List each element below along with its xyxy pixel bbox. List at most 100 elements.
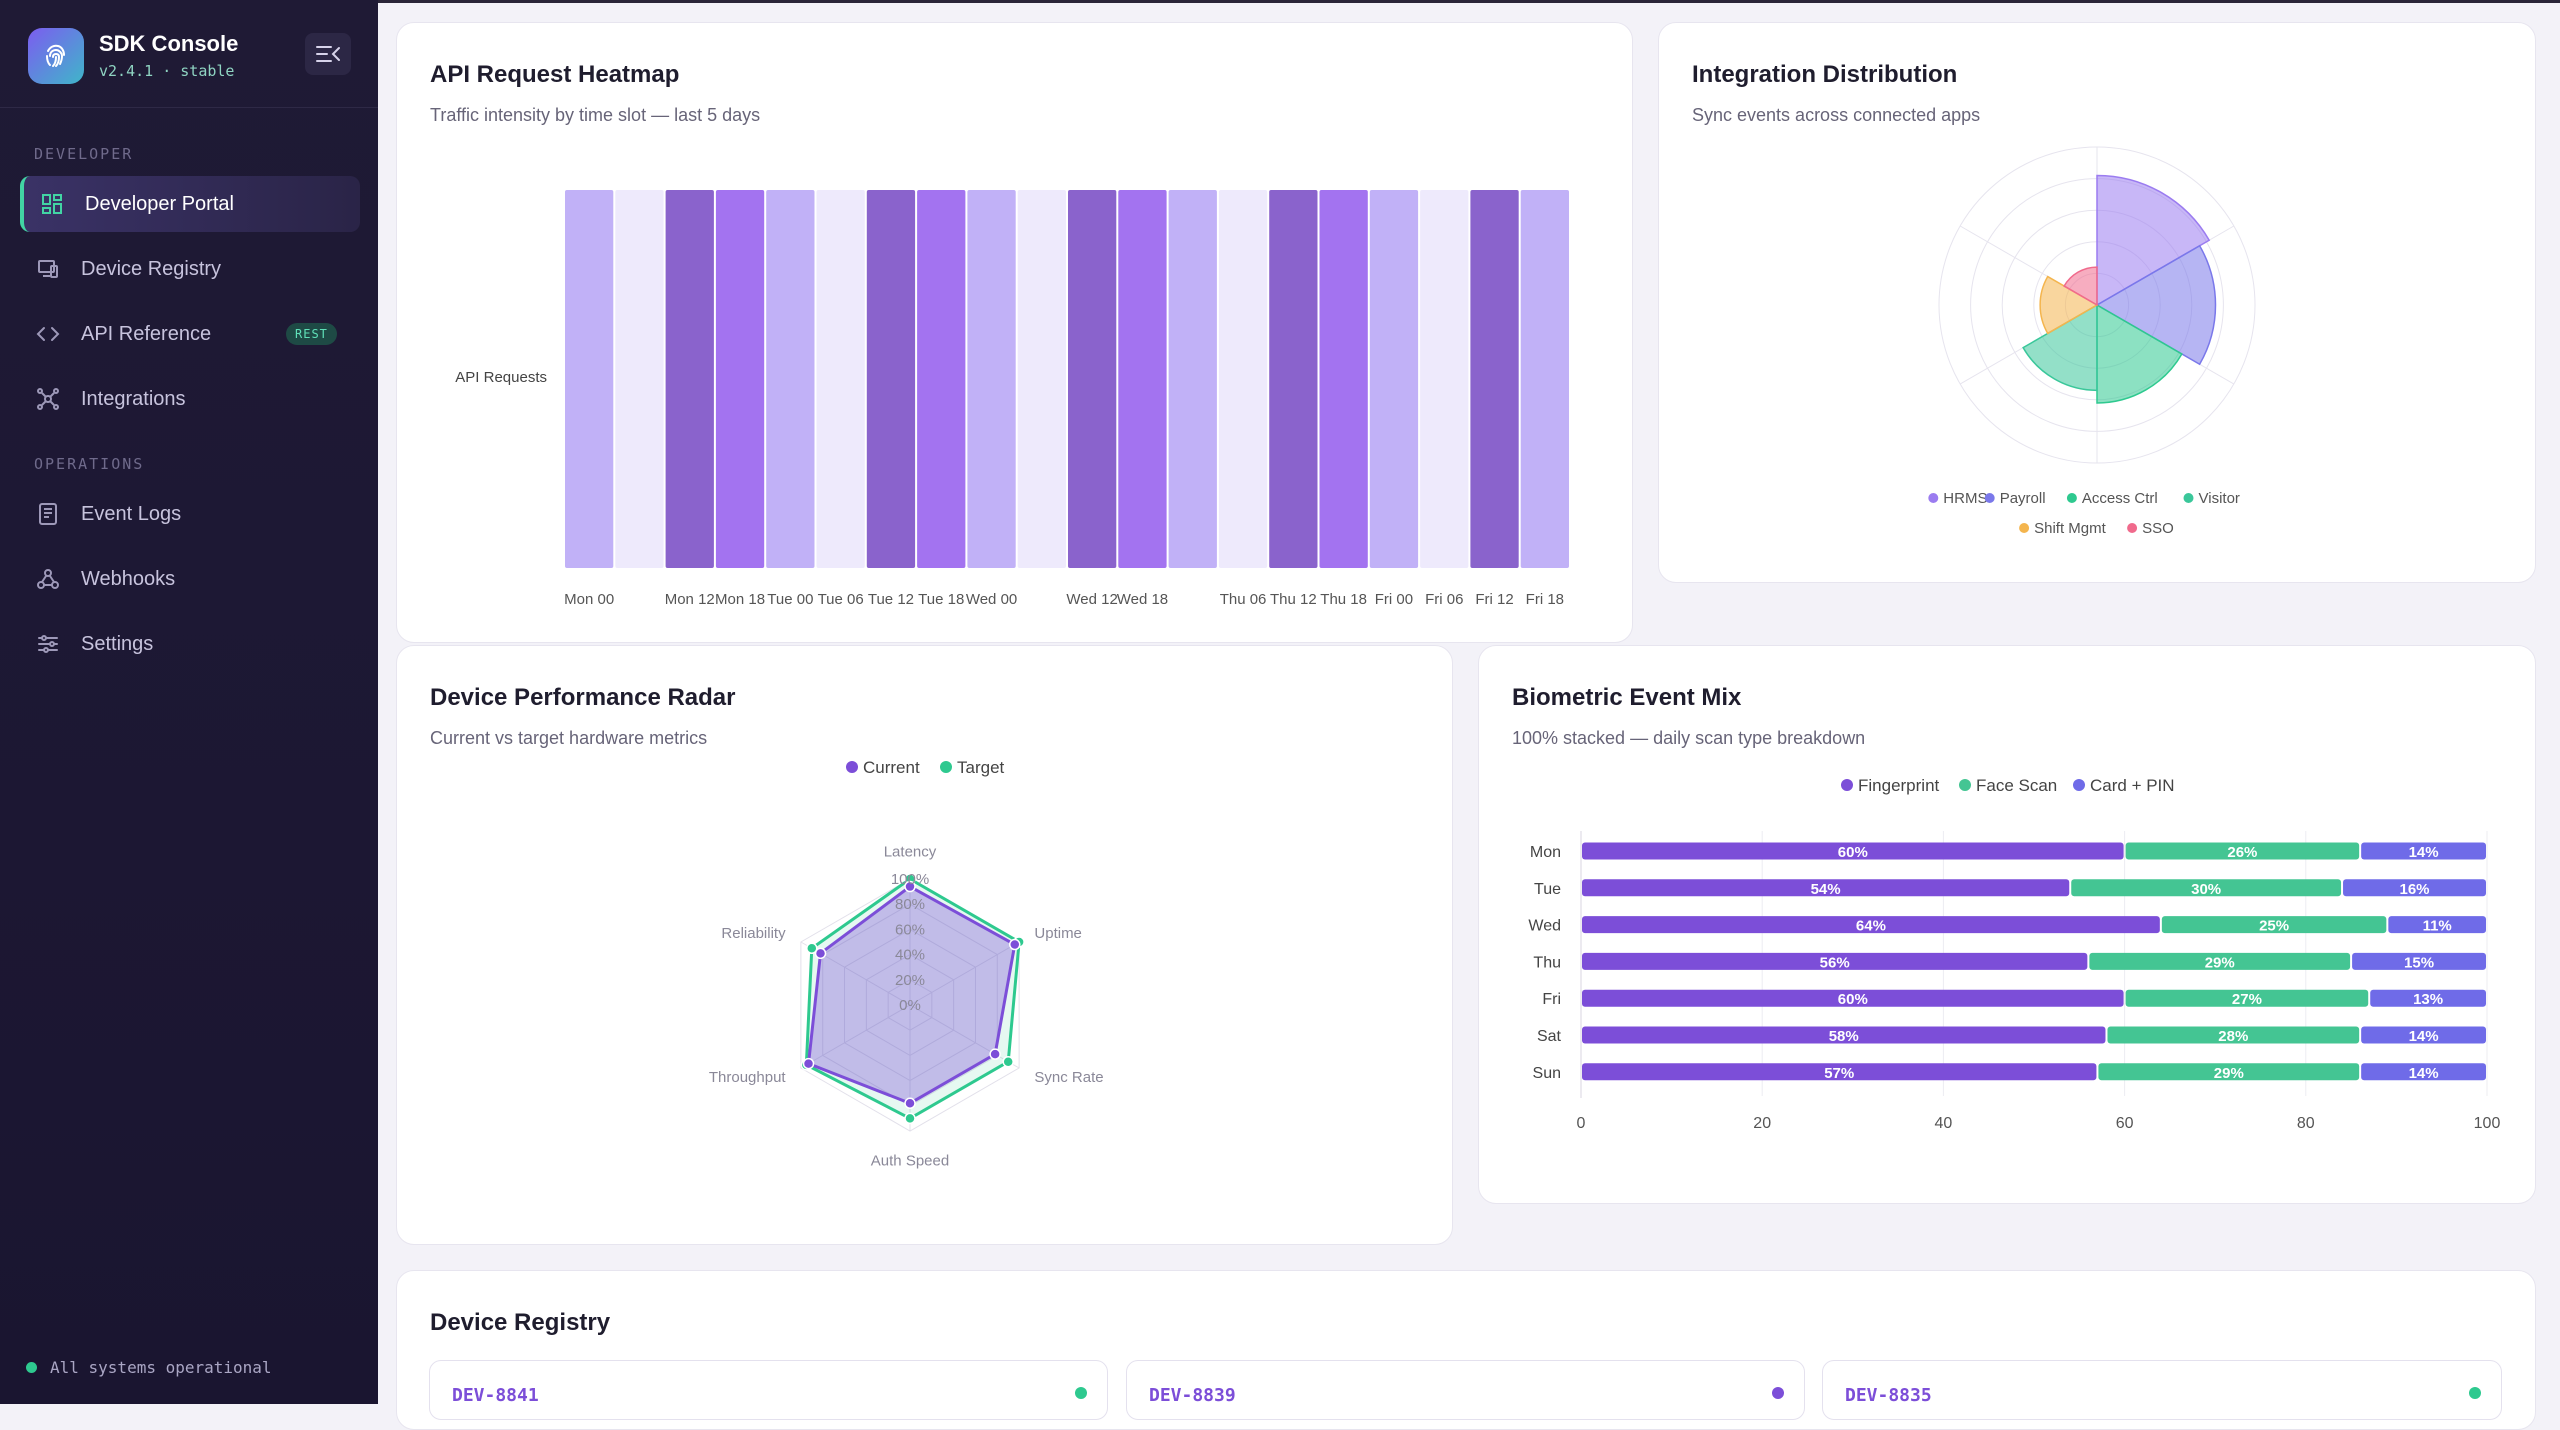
heatmap-title: API Request Heatmap [430,61,680,88]
radar-tick-label: 0% [899,997,921,1014]
bio-data-label: 60% [1838,844,1868,861]
legend-label: SSO [2142,520,2174,537]
sidebar-item-device-registry[interactable]: Device Registry [20,241,360,297]
legend-swatch [1928,493,1939,503]
polar-segment [2063,266,2098,307]
legend-label: Fingerprint [1858,776,1940,795]
heatmap-x-tick-label: Thu 18 [1320,591,1367,608]
bio-data-label: 16% [2400,881,2430,898]
radar-tick-label: 60% [895,921,925,938]
radar-axis-label: Uptime [1034,925,1082,942]
heatmap-x-tick-label: Tue 00 [767,591,813,608]
bio-x-tick-label: 20 [1753,1115,1771,1132]
legend-swatch [1959,779,1971,791]
bio-bar-segment [1582,879,2070,897]
polar-segment [2096,174,2211,307]
heatmap-x-tick-label: Wed 00 [966,591,1017,608]
legend-swatch [2127,523,2138,533]
integration-polar-chart: HRMS Payroll Access Ctrl Visitor Shift Mgmt S… [1928,146,2256,537]
devices-icon [38,260,58,278]
legend-swatch [1841,779,1853,791]
bio-bar-segment [2107,1026,2360,1044]
sidebar-item-label: Developer Portal [85,193,234,215]
sidebar-item-label: Integrations [81,388,186,410]
sidebar-item-integrations[interactable]: Integrations [20,371,360,427]
heatmap-x-tick-label: Thu 12 [1270,591,1317,608]
webhook-icon [37,569,59,589]
heatmap-cell [1218,190,1268,568]
heatmap-x-tick-label: Mon 00 [564,591,614,608]
sidebar-item-settings[interactable]: Settings [20,616,360,672]
heatmap-x-tick-label: Fri 00 [1375,591,1413,608]
bio-bar-segment [2361,1063,2486,1081]
bio-data-label: 30% [2191,881,2221,898]
sidebar-item-label: Settings [81,633,154,655]
radar-point [814,947,827,960]
device-card[interactable]: DEV-8835 [1822,1360,2502,1420]
bio-data-label: 14% [2409,844,2439,861]
section-label-developer: DEVELOPER [34,145,134,163]
bio-x-tick-label: 100 [2474,1115,2501,1132]
sidebar-item-api-reference[interactable]: API Reference REST [20,306,360,362]
bio-bar-segment [1582,842,2124,860]
bio-data-label: 28% [2218,1028,2248,1045]
sidebar-item-developer-portal[interactable]: Developer Portal [20,176,360,232]
heatmap-subtitle: Traffic intensity by time slot — last 5 … [430,105,761,125]
legend-label: Face Scan [1976,776,2057,795]
bio-data-label: 11% [2423,918,2452,935]
legend-label: Visitor [2199,490,2240,507]
sidebar-item-webhooks[interactable]: Webhooks [20,551,360,607]
heatmap-x-tick-label: Thu 06 [1220,591,1267,608]
sidebar: SDK Console v2.4.1 · stable DEVELOPER De… [0,0,378,1404]
heatmap-x-tick-label: Tue 18 [918,591,964,608]
heatmap-x-tick-label: Mon 12 [665,591,715,608]
heatmap-x-tick-label: Fri 18 [1526,591,1564,608]
bio-data-label: 27% [2232,991,2262,1008]
sidebar-item-label: API Reference [81,323,212,345]
collapse-menu-icon [316,46,340,62]
device-id: DEV-8839 [1149,1385,1236,1406]
collapse-sidebar-button[interactable] [305,33,351,75]
integration-card: Integration Distribution Sync events acr… [1658,22,2536,583]
bio-data-label: 54% [1811,881,1841,898]
bio-bar-segment [1582,952,2088,970]
heatmap-cell [1017,190,1066,568]
legend-label: Target [957,758,1005,777]
polar-segment [2095,244,2217,366]
heatmap-chart: API Requests Mon 00 Mon 12 Mon 18 Tue 00 Tue … [455,190,1569,608]
legend-label: Shift Mgmt [2034,520,2107,537]
heatmap-cell [615,190,664,568]
heatmap-row-label: API Requests [455,369,547,386]
brand-name: SDK Console [99,31,239,56]
bio-data-label: 14% [2409,1028,2439,1045]
bio-bar-segment [1582,1063,2097,1081]
bio-x-tick-label: 40 [1935,1115,1953,1132]
bio-bar-segment [2161,916,2387,934]
bio-bar-segment [2361,842,2486,860]
registry-title: Device Registry [430,1309,611,1336]
heatmap-card: API Request Heatmap Traffic intensity by… [396,22,1633,643]
sidebar-item-event-logs[interactable]: Event Logs [20,486,360,542]
heatmap-cell [917,190,966,568]
radar-axis-label: Reliability [721,925,786,942]
bio-bar-segment [2361,1026,2486,1044]
legend-label: Current [863,758,920,777]
bio-bar-segment [2071,879,2342,897]
bio-y-tick-label: Tue [1534,881,1561,898]
device-id: DEV-8841 [452,1385,539,1406]
bio-data-label: 14% [2409,1065,2439,1082]
bio-data-label: 64% [1856,918,1886,935]
heatmap-cell [816,190,865,568]
heatmap-cell [1319,190,1368,568]
radar-point [802,1057,815,1070]
radar-tick-label: 100% [891,871,929,888]
integration-title: Integration Distribution [1692,61,1958,88]
device-card[interactable]: DEV-8839 [1126,1360,1805,1420]
heatmap-cell [1520,190,1569,568]
heatmap-x-tick-label: Fri 12 [1475,591,1513,608]
polar-segment [2022,303,2098,392]
device-card[interactable]: DEV-8841 [429,1360,1108,1420]
heatmap-cell [1369,190,1419,568]
bio-bar-segment [1582,916,2160,934]
